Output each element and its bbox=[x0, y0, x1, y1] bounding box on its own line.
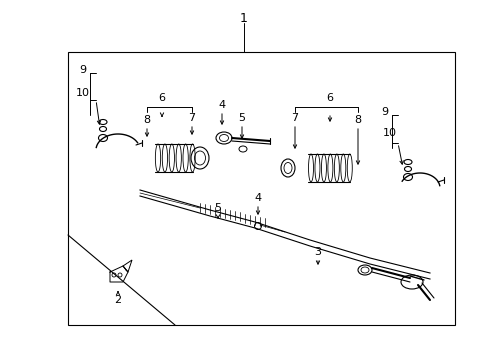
Text: 5: 5 bbox=[214, 203, 221, 213]
Text: 5: 5 bbox=[238, 113, 245, 123]
Text: 7: 7 bbox=[291, 113, 298, 123]
Text: 8: 8 bbox=[354, 115, 361, 125]
Text: 2: 2 bbox=[114, 295, 122, 305]
Text: 6: 6 bbox=[326, 93, 333, 103]
Text: 9: 9 bbox=[79, 65, 86, 75]
Text: 9: 9 bbox=[381, 107, 388, 117]
Text: 7: 7 bbox=[188, 113, 195, 123]
Text: 3: 3 bbox=[314, 247, 321, 257]
Text: 8: 8 bbox=[143, 115, 150, 125]
Bar bbox=[68, 52, 454, 325]
Text: 10: 10 bbox=[76, 88, 90, 98]
Text: 4: 4 bbox=[254, 193, 261, 203]
Text: 6: 6 bbox=[158, 93, 165, 103]
Text: 1: 1 bbox=[240, 12, 247, 24]
Text: 4: 4 bbox=[218, 100, 225, 110]
Text: 10: 10 bbox=[382, 128, 396, 138]
